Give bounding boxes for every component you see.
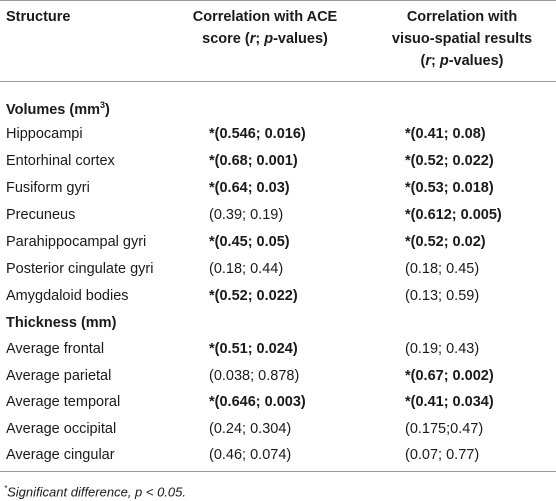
header-vis-line1: Correlation with — [406, 9, 518, 25]
row-vis-value: *(0.41; 0.034) — [405, 394, 494, 410]
row-vis-value: (0.18; 0.45) — [405, 261, 480, 277]
header-ace: Correlation with ACE score (r; p-values) — [165, 6, 365, 50]
row-vis-value: *(0.52; 0.02) — [405, 234, 486, 250]
row-structure: Entorhinal cortex — [6, 153, 115, 169]
row-structure: Amygdaloid bodies — [6, 288, 129, 304]
row-vis-value: (0.19; 0.43) — [405, 341, 480, 357]
row-ace-value: (0.24; 0.304) — [209, 421, 292, 437]
row-vis-value: *(0.41; 0.08) — [405, 126, 486, 142]
header-rule — [0, 81, 556, 82]
row-ace-value: *(0.546; 0.016) — [209, 126, 306, 142]
row-ace-value: *(0.45; 0.05) — [209, 234, 290, 250]
header-vis-line2: visuo-spatial results — [391, 31, 533, 47]
row-ace-value: (0.038; 0.878) — [209, 368, 300, 384]
header-vis-line3: (r; p-values) — [420, 53, 504, 69]
row-vis-value: (0.07; 0.77) — [405, 447, 480, 463]
row-vis-value: *(0.67; 0.002) — [405, 368, 494, 384]
row-ace-value: *(0.68; 0.001) — [209, 153, 298, 169]
row-ace-value: (0.18; 0.44) — [209, 261, 284, 277]
row-structure: Hippocampi — [6, 126, 83, 142]
header-ace-line1: Correlation with ACE — [192, 9, 338, 25]
row-ace-value: *(0.64; 0.03) — [209, 180, 290, 196]
row-structure: Average temporal — [6, 394, 121, 410]
row-structure: Fusiform gyri — [6, 180, 90, 196]
row-ace-value: (0.46; 0.074) — [209, 447, 292, 463]
row-structure: Average occipital — [6, 421, 117, 437]
footnote: *Significant difference, p < 0.05. — [4, 484, 186, 500]
section-thickness: Thickness (mm) — [6, 315, 117, 331]
top-rule — [0, 0, 556, 1]
row-structure: Parahippocampal gyri — [6, 234, 147, 250]
row-structure: Average cingular — [6, 447, 115, 463]
row-structure: Average frontal — [6, 341, 105, 357]
row-vis-value: *(0.612; 0.005) — [405, 207, 502, 223]
row-structure: Average parietal — [6, 368, 112, 384]
row-ace-value: *(0.646; 0.003) — [209, 394, 306, 410]
row-structure: Posterior cingulate gyri — [6, 261, 154, 277]
section-volumes: Volumes (mm3) — [6, 100, 110, 118]
row-ace-value: (0.39; 0.19) — [209, 207, 284, 223]
row-vis-value: *(0.52; 0.022) — [405, 153, 494, 169]
row-ace-value: *(0.52; 0.022) — [209, 288, 298, 304]
row-vis-value: (0.13; 0.59) — [405, 288, 480, 304]
row-vis-value: *(0.53; 0.018) — [405, 180, 494, 196]
header-ace-line2: score (r; p-values) — [202, 31, 328, 47]
row-ace-value: *(0.51; 0.024) — [209, 341, 298, 357]
header-structure: Structure — [6, 9, 71, 25]
header-visuospatial: Correlation with visuo-spatial results (… — [370, 6, 554, 72]
bottom-rule — [0, 471, 556, 472]
row-vis-value: (0.175;0.47) — [405, 421, 484, 437]
row-structure: Precuneus — [6, 207, 76, 223]
